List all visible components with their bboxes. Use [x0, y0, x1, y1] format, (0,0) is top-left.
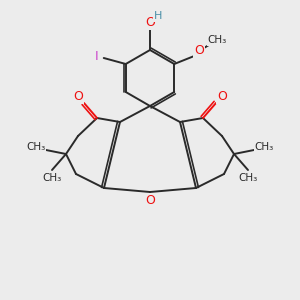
Text: O: O — [145, 194, 155, 206]
Text: CH₃: CH₃ — [208, 35, 227, 45]
Text: H: H — [154, 11, 162, 21]
Text: CH₃: CH₃ — [26, 142, 46, 152]
Text: CH₃: CH₃ — [254, 142, 274, 152]
Text: O: O — [73, 89, 83, 103]
Text: CH₃: CH₃ — [42, 173, 62, 183]
Text: O: O — [217, 89, 227, 103]
Text: CH₃: CH₃ — [238, 173, 258, 183]
Text: O: O — [145, 16, 155, 28]
Text: O: O — [194, 44, 204, 58]
Text: I: I — [95, 50, 99, 64]
